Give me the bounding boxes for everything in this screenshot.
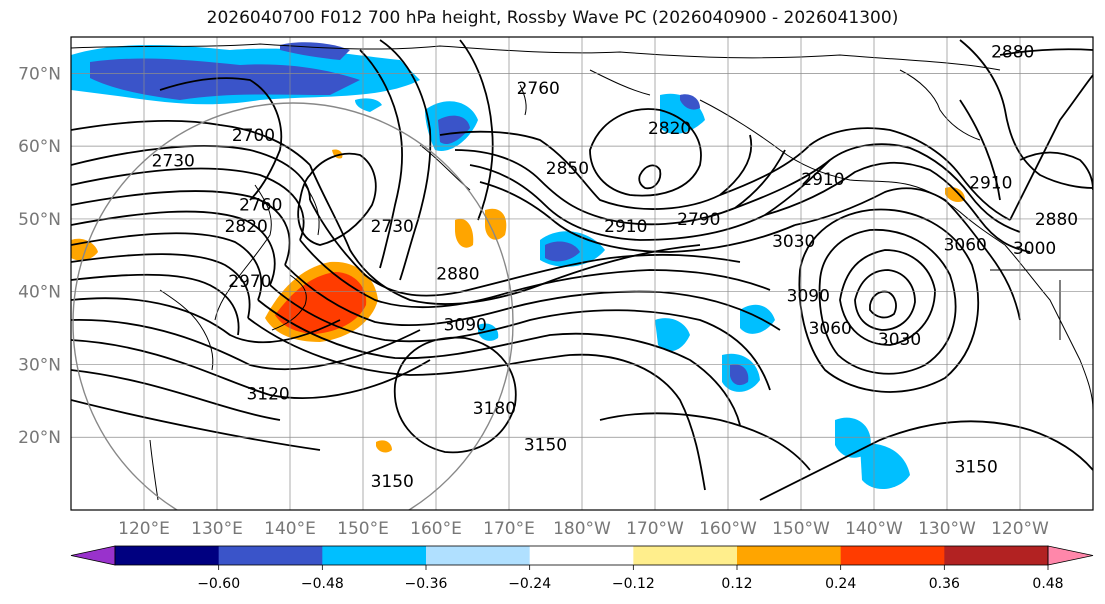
latitude-label: 40°N: [18, 283, 61, 303]
contour-label: 2880: [1035, 210, 1078, 230]
colorbar-segment: [944, 546, 1049, 565]
latitude-labels: 70°N 60°N 50°N 40°N 30°N 20°N: [18, 64, 61, 448]
colorbar-tick-label: −0.36: [405, 576, 448, 592]
map-title: 2026040700 F012 700 hPa height, Rossby W…: [206, 8, 899, 28]
contour-label: 3150: [955, 457, 998, 477]
longitude-label: 160°W: [699, 519, 757, 539]
map-frame: [70, 36, 1094, 511]
contour-label: 2730: [371, 217, 414, 237]
colorbar-tick-label: −0.12: [612, 576, 655, 592]
colorbar-tick-label: 0.12: [721, 576, 752, 592]
contour-label: 2730: [152, 152, 195, 172]
range-circle: [72, 102, 514, 510]
contour-label: 3090: [444, 315, 487, 335]
colorbar-segment: [840, 546, 945, 565]
contour-label: 2850: [546, 159, 589, 179]
longitude-label: 130°W: [918, 519, 976, 539]
contour-label: 2910: [969, 174, 1012, 194]
colorbar-segment: [426, 546, 531, 565]
latitude-label: 30°N: [18, 355, 61, 375]
latitude-label: 70°N: [18, 64, 61, 84]
contour-label: 2970: [228, 272, 271, 292]
contour-label: 3060: [809, 319, 852, 339]
colorbar-segment: [322, 546, 427, 565]
latitude-label: 50°N: [18, 210, 61, 230]
contour-labels: 2700273027602820297031202760273028803090…: [152, 43, 1079, 492]
contour-label: 3000: [1013, 239, 1056, 259]
contour-label: 3150: [524, 436, 567, 456]
contour-label: 3090: [787, 286, 830, 306]
colorbar-segment: [633, 546, 738, 565]
colorbar-segment: [529, 546, 634, 565]
colorbar-segment: [218, 546, 323, 565]
colorbar-segment: [737, 546, 842, 565]
contour-label: 2910: [801, 170, 844, 190]
contour-label: 2700: [232, 126, 275, 146]
contour-label: 2790: [677, 210, 720, 230]
coastlines: [71, 43, 1093, 501]
colorbar: −0.60 −0.48 −0.36 −0.24 −0.12 0.12 0.24 0.36 0.4…: [70, 545, 1094, 592]
longitude-label: 150°W: [772, 519, 830, 539]
colorbar-tick-label: −0.60: [197, 576, 240, 592]
contour-label: 2880: [436, 265, 479, 285]
colorbar-frame: [114, 545, 1049, 566]
longitude-label: 130°E: [191, 519, 243, 539]
latitude-label: 20°N: [18, 428, 61, 448]
contour-label: 3150: [371, 472, 414, 492]
contour-label: 3030: [772, 232, 815, 252]
anomaly-shading: [71, 42, 965, 490]
colorbar-tick-label: −0.24: [508, 576, 551, 592]
colorbar-tick-label: 0.36: [929, 576, 960, 592]
longitude-label: 170°E: [483, 519, 535, 539]
contour-label: 3060: [944, 235, 987, 255]
colorbar-extend-low: [70, 545, 116, 566]
longitude-label: 120°E: [118, 519, 170, 539]
latitude-label: 60°N: [18, 137, 61, 157]
height-contours: [71, 39, 1093, 501]
graticule: [71, 37, 1093, 510]
contour-label: 2820: [648, 119, 691, 139]
contour-label: 2880: [991, 43, 1034, 63]
longitude-label: 140°W: [845, 519, 903, 539]
contour-label: 2820: [225, 217, 268, 237]
longitude-labels: 120°E 130°E 140°E 150°E 160°E 170°E 180°W 170°W…: [118, 519, 1049, 539]
longitude-label: 170°W: [626, 519, 684, 539]
contour-label: 3030: [878, 330, 921, 350]
colorbar-segment: [115, 546, 220, 565]
longitude-label: 160°E: [410, 519, 462, 539]
contour-label: 2760: [239, 195, 282, 215]
contour-label: 3120: [246, 385, 289, 405]
longitude-label: 140°E: [264, 519, 316, 539]
longitude-label: 120°W: [991, 519, 1049, 539]
longitude-label: 150°E: [337, 519, 389, 539]
colorbar-extend-high: [1047, 545, 1094, 566]
colorbar-tick-label: 0.24: [825, 576, 856, 592]
contour-label: 3180: [473, 399, 516, 419]
contour-label: 2910: [604, 217, 647, 237]
colorbar-tick-label: −0.48: [301, 576, 344, 592]
contour-label: 2760: [517, 79, 560, 99]
longitude-label: 180°W: [553, 519, 611, 539]
colorbar-tick-label: 0.48: [1032, 576, 1063, 592]
